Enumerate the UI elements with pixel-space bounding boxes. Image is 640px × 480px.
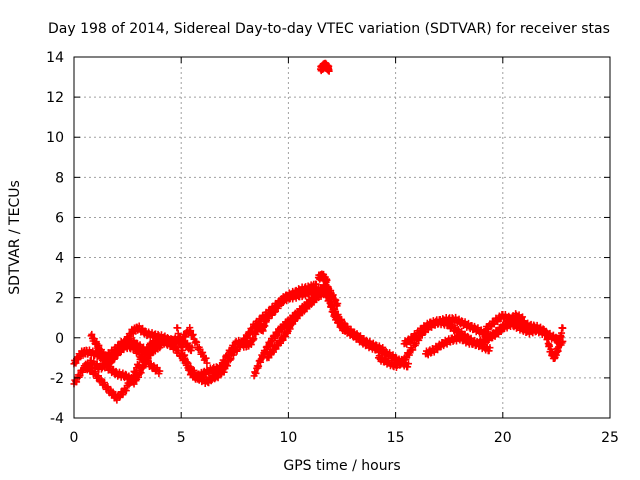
data-point bbox=[188, 331, 196, 339]
data-point bbox=[226, 356, 234, 364]
series-track-4 bbox=[87, 322, 211, 367]
data-point bbox=[189, 331, 197, 339]
data-point bbox=[382, 348, 390, 356]
series-track-5 bbox=[96, 340, 164, 388]
data-point bbox=[334, 300, 342, 308]
data-point bbox=[156, 344, 164, 352]
y-tick-label: 12 bbox=[46, 90, 64, 106]
data-point bbox=[156, 367, 164, 375]
x-axis-title: GPS time / hours bbox=[283, 458, 400, 474]
data-point bbox=[163, 334, 171, 342]
x-tick-label: 20 bbox=[494, 430, 512, 446]
data-point bbox=[134, 346, 142, 354]
series-track-3 bbox=[81, 334, 196, 404]
data-point bbox=[122, 387, 130, 395]
data-point bbox=[119, 343, 127, 351]
data-point bbox=[373, 343, 381, 351]
data-point bbox=[199, 348, 207, 356]
ticks: 0 5 10 15 20 25 -4 -2 0 2 4 6 8 10 12 14 bbox=[46, 50, 619, 446]
data-points bbox=[70, 59, 567, 404]
y-tick-label: 4 bbox=[55, 251, 64, 267]
data-point bbox=[405, 351, 413, 359]
x-tick-label: 25 bbox=[601, 430, 619, 446]
data-point bbox=[381, 355, 389, 363]
series-outlier bbox=[317, 59, 333, 75]
data-point bbox=[323, 276, 331, 284]
data-point bbox=[100, 355, 108, 363]
data-point bbox=[193, 338, 201, 346]
y-tick-label: -2 bbox=[50, 371, 64, 387]
data-point bbox=[404, 360, 412, 368]
y-tick-label: 10 bbox=[46, 130, 64, 146]
data-point bbox=[233, 347, 241, 355]
data-point bbox=[326, 294, 334, 302]
grid bbox=[74, 57, 610, 418]
data-point bbox=[115, 347, 123, 355]
x-tick-label: 10 bbox=[279, 430, 297, 446]
data-point bbox=[409, 346, 417, 354]
x-tick-label: 0 bbox=[70, 430, 79, 446]
data-point bbox=[187, 327, 195, 335]
series-track-14 bbox=[482, 310, 567, 362]
chart-title: Day 198 of 2014, Sidereal Day-to-day VTE… bbox=[48, 21, 610, 37]
data-point bbox=[270, 306, 278, 314]
data-point bbox=[260, 314, 268, 322]
data-point bbox=[97, 349, 105, 357]
y-tick-label: 0 bbox=[55, 331, 64, 347]
data-point bbox=[276, 300, 284, 308]
data-point bbox=[91, 367, 99, 375]
y-tick-label: 14 bbox=[46, 50, 64, 66]
data-point bbox=[325, 67, 333, 75]
data-point bbox=[97, 365, 105, 373]
data-point bbox=[100, 379, 108, 387]
data-point bbox=[486, 344, 494, 352]
data-point bbox=[519, 313, 527, 321]
y-axis-title: SDTVAR / TECUs bbox=[7, 180, 23, 295]
data-point bbox=[227, 355, 235, 363]
data-point bbox=[201, 370, 209, 378]
y-tick-label: 6 bbox=[55, 210, 64, 226]
series-track-10 bbox=[314, 270, 412, 371]
data-point bbox=[203, 359, 211, 367]
data-point bbox=[224, 362, 232, 370]
x-tick-label: 15 bbox=[387, 430, 405, 446]
data-point bbox=[104, 383, 112, 391]
y-tick-label: -4 bbox=[50, 411, 64, 427]
data-point bbox=[220, 368, 228, 376]
data-point bbox=[202, 354, 210, 362]
data-point bbox=[559, 324, 567, 332]
data-point bbox=[176, 335, 184, 343]
y-tick-label: 8 bbox=[55, 170, 64, 186]
x-tick-label: 5 bbox=[177, 430, 186, 446]
data-point bbox=[179, 346, 187, 354]
plot-frame bbox=[73, 56, 611, 419]
y-tick-label: 2 bbox=[55, 291, 64, 307]
